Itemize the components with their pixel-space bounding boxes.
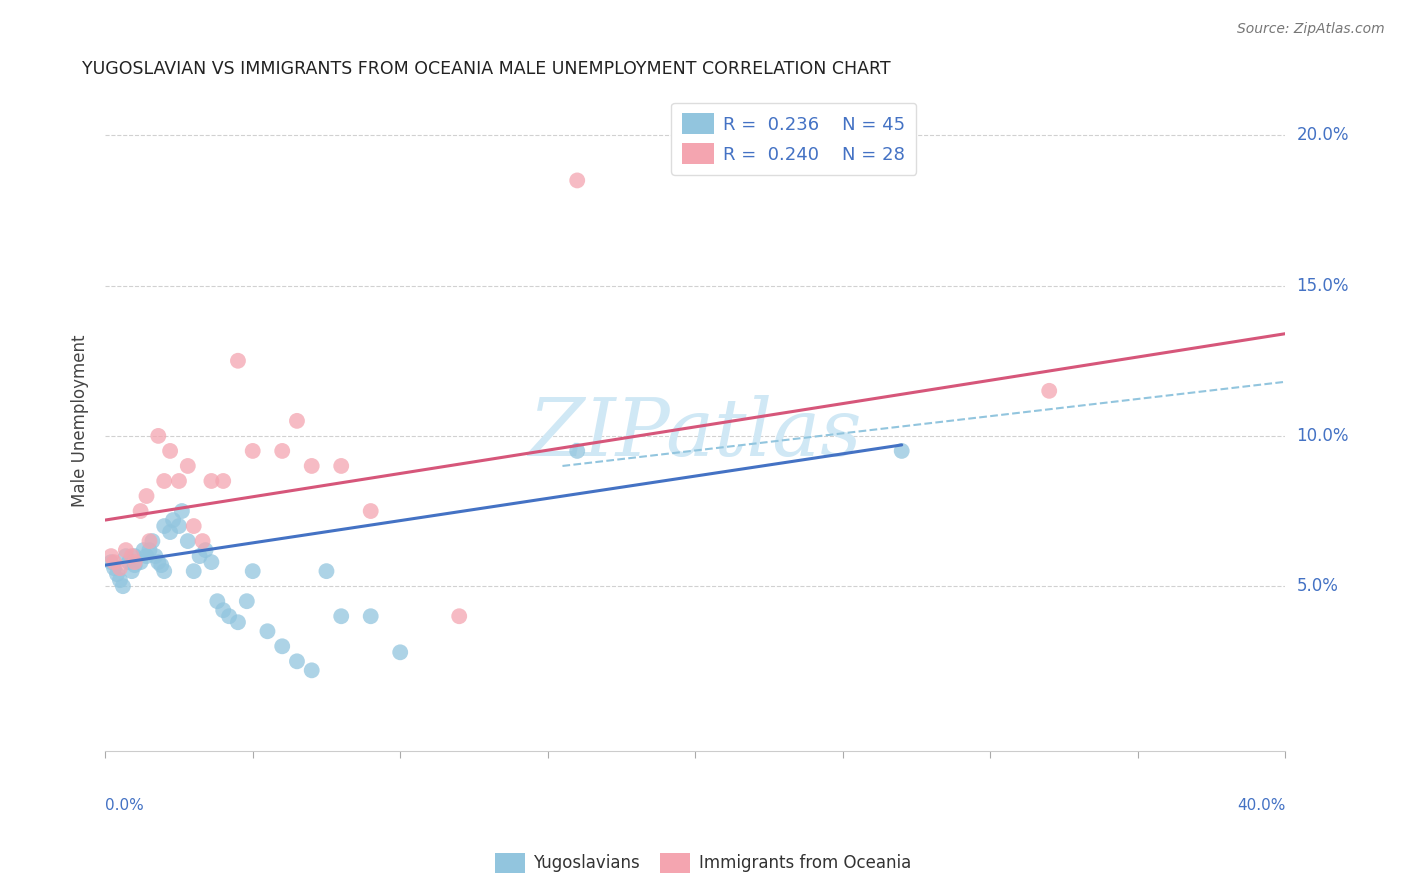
Point (567, 173, 589, 187)
Point (124, 555, 146, 569)
Point (191, 534, 214, 549)
Text: 0.0%: 0.0% (105, 797, 143, 813)
Point (100, 555, 122, 569)
Point (103, 555, 125, 569)
Legend: R =  0.236    N = 45, R =  0.240    N = 28: R = 0.236 N = 45, R = 0.240 N = 28 (671, 103, 917, 175)
Text: 40.0%: 40.0% (1237, 797, 1285, 813)
Point (449, 609, 471, 624)
Point (183, 564, 205, 578)
Point (103, 561, 125, 575)
Point (212, 603, 235, 617)
Point (285, 654, 308, 668)
Point (226, 615, 249, 630)
Point (105, 567, 128, 582)
Point (389, 645, 412, 659)
Y-axis label: Male Unemployment: Male Unemployment (72, 334, 89, 508)
Point (360, 609, 382, 624)
Point (242, 564, 264, 578)
Point (177, 534, 200, 549)
Point (315, 564, 337, 578)
Point (236, 594, 259, 608)
Point (159, 525, 181, 540)
Point (188, 549, 211, 563)
Text: 15.0%: 15.0% (1296, 277, 1348, 294)
Point (256, 624, 278, 639)
Point (138, 534, 160, 549)
Point (108, 573, 131, 587)
Point (135, 549, 157, 563)
Point (132, 543, 155, 558)
Point (242, 444, 264, 458)
Legend: Yugoslavians, Immigrants from Oceania: Yugoslavians, Immigrants from Oceania (488, 847, 918, 880)
Point (124, 549, 146, 563)
Point (567, 444, 589, 458)
Text: 5.0%: 5.0% (1296, 577, 1339, 595)
Point (153, 564, 176, 578)
Point (285, 414, 308, 428)
Point (330, 609, 353, 624)
Point (148, 555, 170, 569)
Point (200, 555, 222, 569)
Point (111, 579, 134, 593)
Point (148, 429, 170, 443)
Point (121, 549, 143, 563)
Point (124, 558, 146, 573)
Point (301, 663, 323, 677)
Point (153, 474, 176, 488)
Point (121, 564, 143, 578)
Point (153, 519, 176, 533)
Text: Source: ZipAtlas.com: Source: ZipAtlas.com (1237, 22, 1385, 37)
Point (118, 555, 141, 569)
Point (212, 474, 235, 488)
Point (135, 489, 157, 503)
Point (200, 474, 222, 488)
Point (141, 534, 163, 549)
Point (218, 609, 240, 624)
Point (129, 504, 152, 518)
Point (207, 594, 229, 608)
Point (167, 474, 190, 488)
Point (129, 555, 152, 569)
Point (330, 458, 353, 473)
Text: 20.0%: 20.0% (1296, 127, 1348, 145)
Point (301, 458, 323, 473)
Text: YUGOSLAVIAN VS IMMIGRANTS FROM OCEANIA MALE UNEMPLOYMENT CORRELATION CHART: YUGOSLAVIAN VS IMMIGRANTS FROM OCEANIA M… (82, 60, 890, 78)
Point (159, 444, 181, 458)
Point (138, 543, 160, 558)
Text: ZIPatlas: ZIPatlas (529, 395, 862, 473)
Point (100, 549, 122, 563)
Point (162, 513, 184, 527)
Point (890, 444, 912, 458)
Point (143, 549, 166, 563)
Point (167, 519, 190, 533)
Point (271, 640, 294, 654)
Point (271, 444, 294, 458)
Point (115, 549, 138, 563)
Point (108, 561, 131, 575)
Point (177, 458, 200, 473)
Point (150, 558, 173, 573)
Point (226, 353, 249, 368)
Point (170, 504, 193, 518)
Point (183, 519, 205, 533)
Point (360, 504, 382, 518)
Point (1038, 384, 1060, 398)
Point (194, 543, 217, 558)
Point (115, 543, 138, 558)
Text: 10.0%: 10.0% (1296, 427, 1348, 445)
